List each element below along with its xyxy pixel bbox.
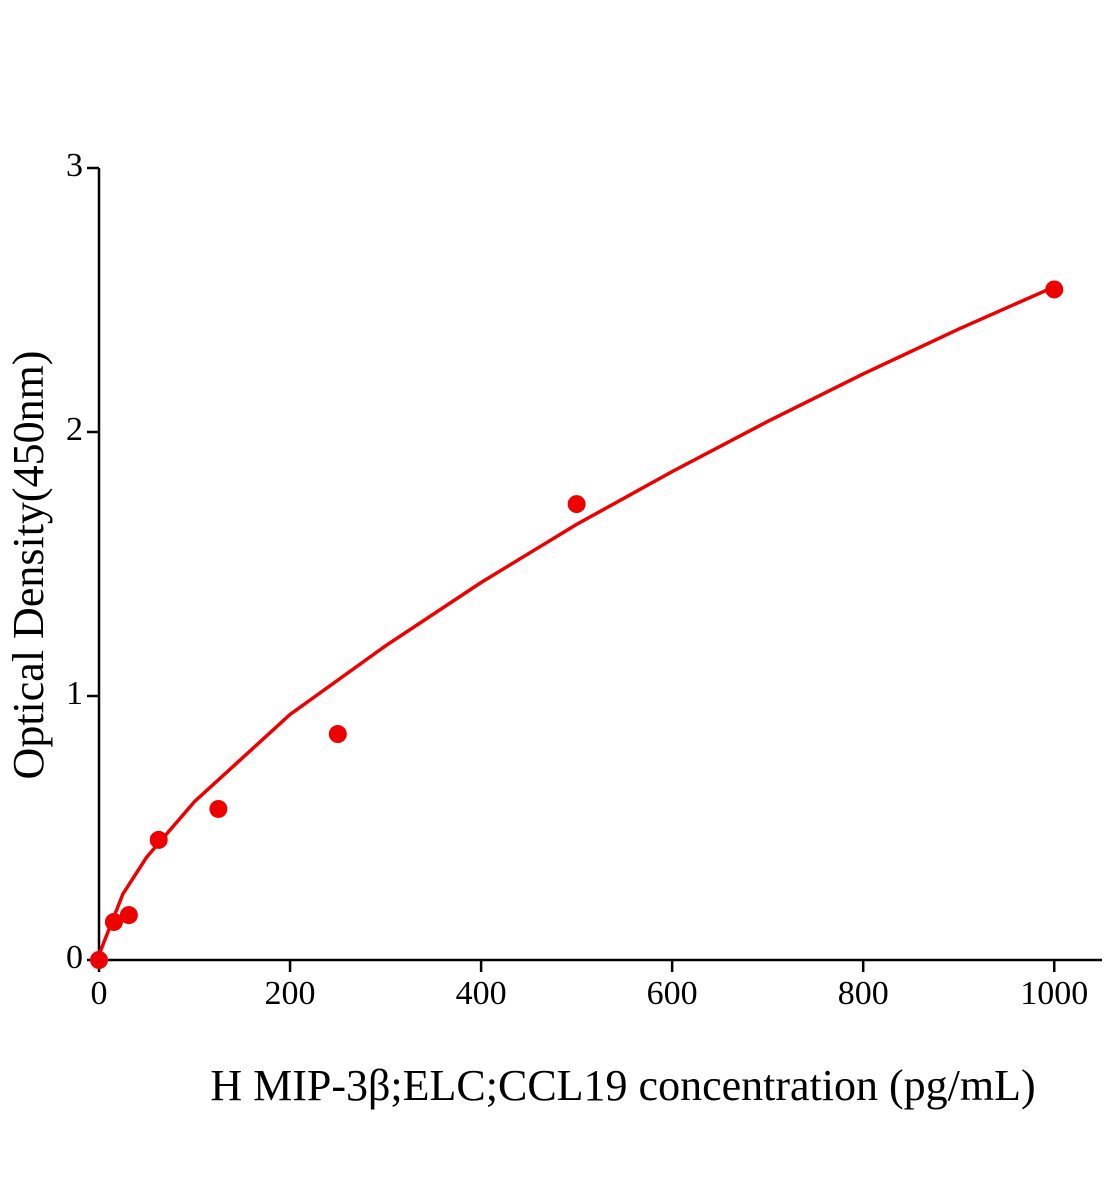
data-point xyxy=(567,495,586,514)
fit-curve xyxy=(97,285,1055,956)
x-tick-label: 1000 xyxy=(1020,975,1088,1012)
data-point xyxy=(328,725,347,744)
data-point xyxy=(209,799,228,818)
y-tick-label: 0 xyxy=(66,939,83,976)
x-tick-label: 800 xyxy=(838,975,889,1012)
x-tick-label: 0 xyxy=(91,975,108,1012)
x-tick-label: 200 xyxy=(265,975,316,1012)
x-axis-label: H MIP-3β;ELC;CCL19 concentration (pg/mL) xyxy=(210,1061,1035,1110)
x-tick-label: 400 xyxy=(456,975,507,1012)
data-point xyxy=(1045,280,1064,299)
data-point xyxy=(119,906,138,925)
y-tick-label: 1 xyxy=(66,675,83,712)
y-tick-label: 2 xyxy=(66,411,83,448)
y-tick-label: 3 xyxy=(66,147,83,184)
x-tick-label: 600 xyxy=(647,975,698,1012)
y-axis-label: Optical Density(450nm) xyxy=(4,351,53,780)
data-point xyxy=(90,951,108,969)
